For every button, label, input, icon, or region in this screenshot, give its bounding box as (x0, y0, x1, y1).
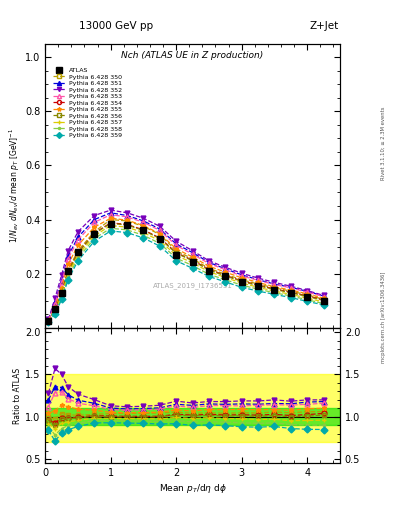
Text: Nch (ATLAS UE in Z production): Nch (ATLAS UE in Z production) (121, 51, 264, 59)
X-axis label: Mean $p_T$/d$\eta$ d$\phi$: Mean $p_T$/d$\eta$ d$\phi$ (159, 482, 226, 496)
Text: Rivet 3.1.10; ≥ 2.3M events: Rivet 3.1.10; ≥ 2.3M events (381, 106, 386, 180)
Text: 13000 GeV pp: 13000 GeV pp (79, 20, 153, 31)
Text: ATLAS_2019_I1736531: ATLAS_2019_I1736531 (152, 282, 233, 289)
Bar (45, 374, 340, 442)
Y-axis label: Ratio to ATLAS: Ratio to ATLAS (13, 368, 22, 424)
Bar (45, 409, 340, 425)
Text: mcplots.cern.ch [arXiv:1306.3436]: mcplots.cern.ch [arXiv:1306.3436] (381, 272, 386, 363)
Text: Z+Jet: Z+Jet (310, 20, 339, 31)
Y-axis label: $1/N_{ev}$ $dN_{ev}/d$ mean $p_T$ [GeV]$^{-1}$: $1/N_{ev}$ $dN_{ev}/d$ mean $p_T$ [GeV]$… (8, 128, 22, 243)
Legend: ATLAS, Pythia 6.428 350, Pythia 6.428 351, Pythia 6.428 352, Pythia 6.428 353, P: ATLAS, Pythia 6.428 350, Pythia 6.428 35… (51, 67, 123, 139)
